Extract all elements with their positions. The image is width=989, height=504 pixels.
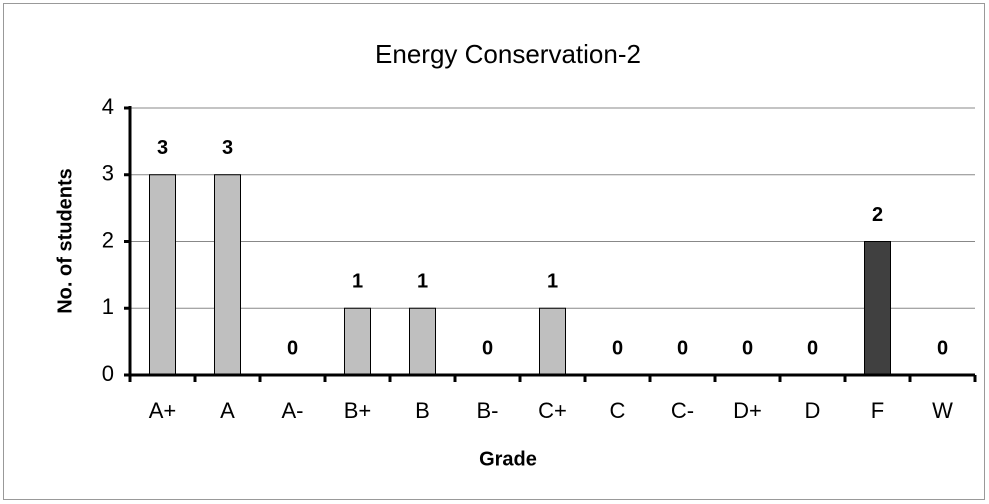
data-label: 3: [157, 137, 168, 159]
data-label: 3: [222, 137, 233, 159]
bar: [214, 174, 241, 376]
x-axis-label: Grade: [479, 448, 537, 470]
x-tick-label: W: [932, 398, 953, 423]
data-label: 1: [352, 271, 363, 293]
x-tick-label: B+: [344, 398, 372, 423]
data-label: 2: [872, 204, 883, 226]
y-axis-label: No. of students: [54, 168, 76, 314]
bar: [539, 307, 566, 376]
data-label: 0: [612, 337, 623, 359]
y-tick-label: 3: [102, 161, 114, 186]
data-label: 0: [937, 337, 948, 359]
y-tick-label: 4: [102, 94, 114, 119]
y-tick-label: 1: [102, 294, 114, 319]
data-label: 1: [417, 271, 428, 293]
x-tick-label: A-: [282, 398, 304, 423]
x-tick-label: D+: [733, 398, 762, 423]
bar: [864, 241, 891, 376]
bar: [344, 307, 371, 376]
x-tick-label: C: [610, 398, 626, 423]
data-label: 0: [482, 337, 493, 359]
x-tick-label: A: [220, 398, 235, 423]
x-tick-label: B-: [477, 398, 499, 423]
x-tick-label: C-: [671, 398, 694, 423]
data-label: 1: [547, 271, 558, 293]
x-tick-label: C+: [538, 398, 567, 423]
data-label: 0: [807, 337, 818, 359]
y-tick-label: 0: [102, 361, 114, 386]
bar: [409, 307, 436, 376]
x-tick-label: F: [871, 398, 884, 423]
x-tick-label: A+: [149, 398, 177, 423]
data-label: 0: [677, 337, 688, 359]
chart-title: Energy Conservation-2: [375, 39, 641, 69]
bar: [149, 174, 176, 376]
x-tick-label: B: [415, 398, 430, 423]
data-label: 0: [742, 337, 753, 359]
data-label: 0: [287, 337, 298, 359]
x-tick-label: D: [805, 398, 821, 423]
y-tick-label: 2: [102, 227, 114, 252]
